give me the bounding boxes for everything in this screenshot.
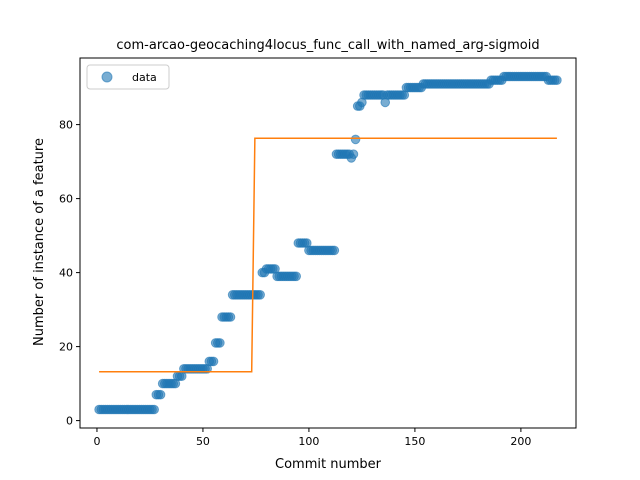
data-point [155,389,166,400]
data-point [350,134,361,145]
y-tick-label: 80 [59,119,73,132]
legend: data [86,64,170,90]
data-point [208,356,219,367]
data-point [255,290,265,300]
legend-data-label: data [132,71,157,84]
y-tick-label: 20 [59,341,73,354]
data-point [149,404,159,415]
y-axis-label: Number of instance of a feature [32,138,47,346]
data-point [329,245,340,256]
axes-frame [79,57,577,429]
x-tick-label: 50 [196,435,210,448]
plot-area: 0 50 100 150 200 0 20 40 60 80 [59,57,577,448]
x-tick-label: 0 [93,435,100,448]
data-point [348,149,359,159]
data-point [291,271,302,282]
y-tick-label: 40 [59,267,73,280]
x-tick-label: 150 [404,435,425,448]
x-tick-label: 100 [298,435,319,448]
fit-line [99,137,557,373]
y-tick-label: 0 [66,415,73,428]
legend-data-marker [101,71,113,83]
data-point [552,75,562,85]
x-axis-label: Commit number [275,457,382,472]
chart-title: com-arcao-geocaching4locus_func_call_wit… [116,38,539,53]
data-point [215,338,225,348]
legend-box [86,64,170,90]
data-point [225,312,236,322]
y-tick-label: 60 [59,193,73,206]
x-tick-label: 200 [510,435,531,448]
